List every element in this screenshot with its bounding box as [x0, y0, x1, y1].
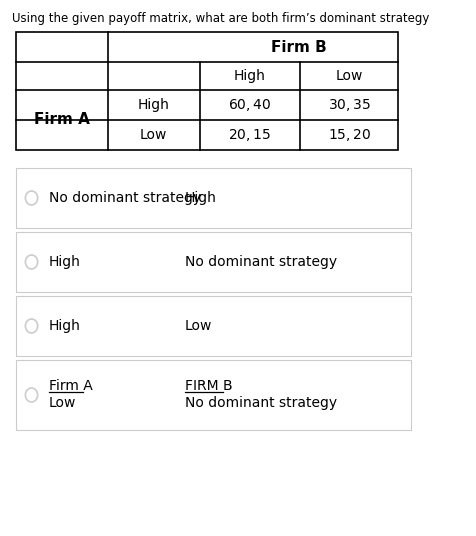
Text: High: High — [49, 319, 81, 333]
Text: No dominant strategy: No dominant strategy — [185, 396, 337, 410]
Text: Firm A: Firm A — [34, 113, 89, 128]
Text: $60, $40: $60, $40 — [228, 97, 272, 113]
Text: Low: Low — [140, 128, 168, 142]
Text: Firm A: Firm A — [49, 379, 93, 393]
Text: $30, $35: $30, $35 — [327, 97, 371, 113]
Text: High: High — [234, 69, 266, 83]
Text: Low: Low — [49, 396, 76, 410]
Text: High: High — [49, 255, 81, 269]
Text: No dominant strategy: No dominant strategy — [185, 255, 337, 269]
Text: High: High — [185, 191, 217, 205]
Text: $15, $20: $15, $20 — [327, 127, 371, 143]
Text: Firm B: Firm B — [271, 40, 327, 55]
Text: Low: Low — [336, 69, 363, 83]
Text: FIRM B: FIRM B — [185, 379, 232, 393]
Text: High: High — [138, 98, 169, 112]
Text: $20, $15: $20, $15 — [228, 127, 271, 143]
Text: Low: Low — [185, 319, 212, 333]
Text: Using the given payoff matrix, what are both firm’s dominant strategy: Using the given payoff matrix, what are … — [12, 12, 430, 25]
Text: No dominant strategy: No dominant strategy — [49, 191, 201, 205]
